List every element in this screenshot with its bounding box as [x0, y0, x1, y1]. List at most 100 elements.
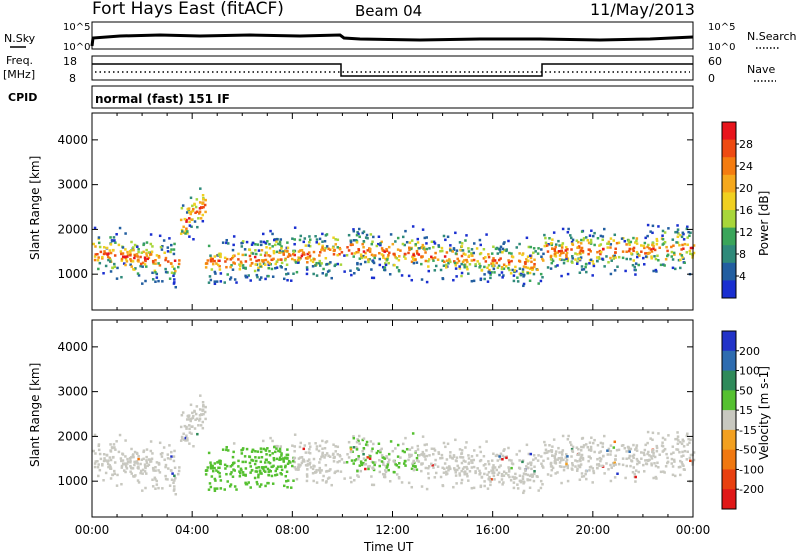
- power-cell: [416, 237, 420, 241]
- power-cell: [607, 242, 611, 245]
- power-cell: [549, 267, 553, 270]
- velocity-cell: [193, 410, 196, 413]
- power-cell: [544, 244, 548, 248]
- velocity-cell: [273, 445, 276, 449]
- power-cell: [412, 253, 415, 257]
- velocity-cell: [378, 470, 382, 474]
- power-cell: [161, 280, 164, 283]
- velocity-cell: [364, 467, 367, 471]
- power-cell: [541, 257, 544, 261]
- power-cell: [204, 266, 208, 269]
- power-cell: [145, 265, 148, 268]
- power-cell: [319, 264, 322, 267]
- velocity-cell: [543, 440, 546, 444]
- power-cell: [122, 262, 126, 265]
- power-cell: [121, 246, 125, 249]
- power-cell: [147, 251, 151, 254]
- velocity-cell: [632, 443, 635, 447]
- velocity-cell: [479, 485, 483, 489]
- velocity-cell: [613, 461, 616, 464]
- power-cell: [597, 256, 601, 259]
- power-cell: [260, 248, 264, 252]
- velocity-cell: [588, 469, 591, 472]
- date-title: 11/May/2013: [590, 0, 695, 19]
- velocity-cell: [145, 461, 149, 464]
- power-cell: [196, 225, 199, 229]
- velocity-cell: [599, 441, 603, 445]
- power-cell: [201, 213, 205, 217]
- velocity-cell: [217, 460, 221, 463]
- velocity-cell: [223, 488, 226, 491]
- power-cell: [314, 235, 317, 238]
- velocity-cell: [649, 437, 652, 440]
- power-cell: [439, 249, 442, 253]
- velocity-cell: [571, 464, 574, 467]
- velocity-cell: [255, 480, 259, 484]
- power-cell: [178, 259, 181, 262]
- velocity-cell: [644, 462, 648, 465]
- velocity-cell: [219, 462, 222, 466]
- power-cell: [405, 240, 409, 244]
- velocity-cell: [122, 469, 126, 472]
- velocity-cell: [507, 466, 510, 469]
- velocity-cell: [193, 427, 197, 430]
- velocity-cell: [689, 438, 692, 441]
- velocity-cell: [682, 464, 685, 467]
- power-cell: [443, 260, 446, 263]
- power-cell: [445, 259, 449, 262]
- power-cell: [295, 270, 299, 274]
- velocity-cell: [268, 469, 271, 472]
- velocity-cell: [591, 467, 595, 470]
- power-cell: [368, 250, 372, 253]
- velocity-cell: [255, 466, 258, 470]
- velocity-cell: [396, 455, 400, 458]
- velocity-cell: [268, 449, 271, 453]
- velocity-cell: [612, 464, 616, 467]
- velocity-cell: [596, 457, 599, 461]
- power-cell: [221, 241, 225, 244]
- velocity-cell: [249, 486, 252, 489]
- power-cell: [360, 254, 363, 258]
- power-cell: [213, 255, 217, 258]
- power-ytick-2000: 2000: [57, 222, 88, 236]
- velocity-cell: [621, 457, 625, 460]
- power-cell: [688, 234, 691, 238]
- power-cell: [666, 253, 670, 257]
- power-cell: [332, 236, 335, 239]
- velocity-cell: [319, 458, 322, 461]
- velocity-cell: [634, 480, 637, 483]
- power-cell: [677, 232, 680, 235]
- velocity-cell: [133, 463, 136, 467]
- power-cell: [518, 242, 521, 246]
- velocity-cell: [141, 472, 144, 475]
- velocity-cell: [433, 476, 437, 479]
- power-cell: [460, 262, 463, 266]
- power-cell: [223, 256, 227, 260]
- velocity-cell: [224, 467, 227, 470]
- power-cell: [456, 261, 459, 265]
- velocity-cell: [124, 463, 127, 466]
- power-cell: [589, 250, 592, 253]
- power-cell: [293, 253, 296, 257]
- power-cell: [117, 243, 121, 247]
- velocity-cell: [539, 486, 543, 490]
- velocity-cell: [209, 463, 213, 467]
- velocity-cell: [170, 455, 173, 458]
- velocity-cell: [225, 445, 228, 449]
- power-cell: [497, 258, 501, 262]
- power-cell: [153, 269, 157, 273]
- velocity-cell: [339, 470, 343, 473]
- power-cell: [135, 253, 139, 257]
- velocity-cell: [159, 452, 163, 456]
- velocity-cell: [576, 467, 579, 471]
- velocity-cell: [432, 447, 436, 451]
- velocity-cell: [315, 481, 319, 484]
- velocity-cell: [199, 394, 202, 397]
- velocity-cell: [259, 447, 263, 450]
- velocity-cell: [280, 465, 283, 468]
- velocity-cell: [478, 469, 481, 473]
- velocity-cell: [355, 458, 358, 461]
- velocity-cell: [471, 461, 474, 464]
- power-cell: [340, 251, 344, 254]
- velocity-cell: [120, 482, 123, 486]
